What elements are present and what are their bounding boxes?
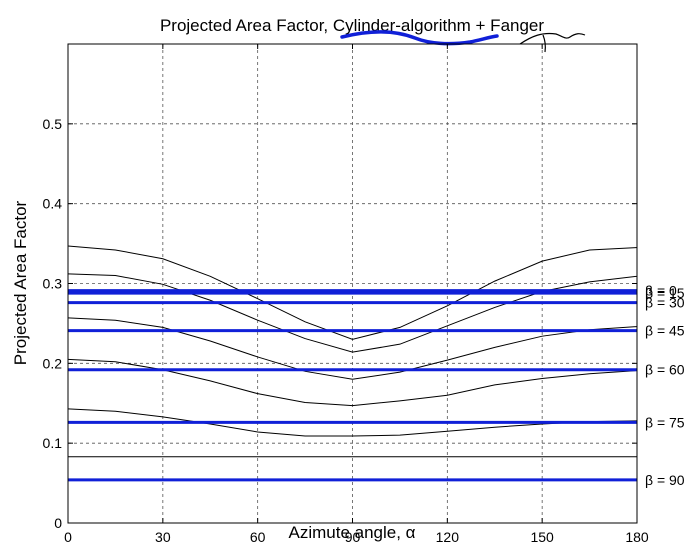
blue-series-label: β = 45	[645, 323, 685, 339]
handwritten-underline-blue	[340, 30, 499, 46]
chart-title: Projected Area Factor, Cylinder-algorith…	[160, 16, 544, 35]
grid	[68, 44, 637, 523]
y-tick-label: 0.4	[43, 196, 63, 212]
handwritten-squiggle-black	[519, 32, 586, 53]
x-tick-label: 30	[155, 529, 171, 545]
blue-series-group: β = 0β = 15β = 30 β = 45 β = 60 β = 75 β = 9…	[68, 283, 685, 488]
blue-series-label: β = 60	[645, 362, 685, 378]
x-tick-label: 180	[625, 529, 649, 545]
x-tick-label: 120	[436, 529, 460, 545]
y-axis-label: Projected Area Factor	[11, 200, 30, 365]
y-tick-label: 0.3	[43, 276, 63, 292]
black-series-line	[67, 317, 638, 380]
blue-series-label: β = 0	[645, 283, 677, 299]
blue-series-label: β = 30	[645, 295, 685, 311]
black-series-line	[67, 408, 638, 437]
x-axis-label: Azimute angle, α	[288, 523, 415, 542]
x-tick-label: 0	[64, 529, 72, 545]
y-tick-label: 0	[54, 515, 62, 531]
black-series-line	[67, 245, 638, 340]
y-tick-label: 0.5	[43, 116, 63, 132]
blue-series-label: β = 15	[645, 285, 685, 301]
ticks: 0 30 60 90 120 150 180 0 0.1 0.2 0.3 0.4 0.5	[43, 44, 649, 545]
x-tick-label: 150	[530, 529, 554, 545]
y-tick-label: 0.1	[43, 435, 63, 451]
blue-series-label: β = 75	[645, 414, 685, 430]
x-tick-label: 90	[345, 529, 361, 545]
blue-series-label: β = 90	[645, 472, 685, 488]
x-tick-label: 60	[250, 529, 266, 545]
y-tick-label: 0.2	[43, 355, 63, 371]
